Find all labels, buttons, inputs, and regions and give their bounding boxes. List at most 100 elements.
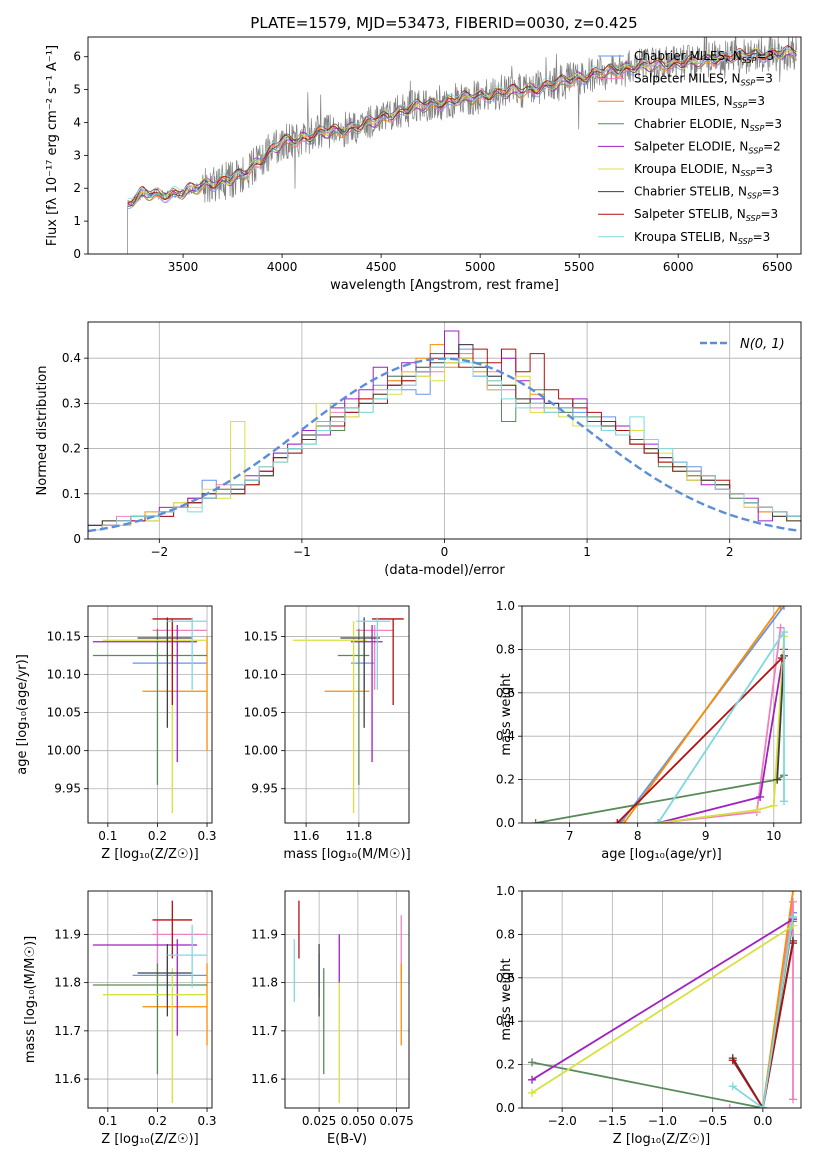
errorbar-point [142,963,208,1046]
mass-weight-line [623,606,782,823]
x-tick-label: 7 [566,829,574,843]
plus-marker [728,1082,737,1091]
legend-label-text: Kroupa STELIB, N [634,230,738,244]
plus-marker [788,1095,797,1104]
y-tick-label: 0.8 [496,927,515,941]
legend-subscript: SSP [748,146,763,155]
y-axis-label: Flux [fλ 10⁻¹⁷ erg cm⁻² s⁻¹ A⁻¹] [45,45,60,246]
model-spectrum-line [127,45,797,204]
legend-suffix: =3 [756,49,774,63]
axes-frame [521,890,802,1109]
mass-weight-line [531,918,794,1081]
y-axis-label: mass weight [499,673,514,755]
legend-label-text: Salpeter STELIB, N [634,207,746,221]
plot-area [88,322,801,539]
errorbar-point [356,617,391,690]
errorbar-point [132,953,208,998]
massweight-vs-metallicity-panel: −2.0 −1.5 −1.0 −0.5 0.0 0.0 0.2 0.4 0.6 0.8 1.0 Z [… [496,884,802,1147]
mass-weight-line [776,655,785,780]
legend-suffix: =3 [755,162,773,176]
plot-area [127,37,798,254]
legend-subscript: SSP [742,56,757,65]
y-tick-label: 10.15 [244,629,278,643]
legend-entry-label: N(0, 1) [740,337,785,352]
y-tick-label: 0.3 [62,396,81,410]
legend-entry-label: Kroupa MILES, NSSP=3 [634,94,765,110]
y-tick-label: 0.6 [496,971,515,985]
axes-frame [284,890,410,1109]
legend-subscript: SSP [741,79,756,88]
y-tick-label: 5 [73,83,81,97]
legend-suffix: =3 [753,230,771,244]
axes-frame [87,36,802,255]
legend-suffix: =3 [764,117,782,131]
y-tick-label: 0.2 [62,442,81,456]
x-axis-label: Z [log₁₀(Z/Z☉)] [101,847,198,862]
x-tick-label: −1.0 [648,1114,677,1128]
plus-marker [620,819,629,823]
y-tick-label: 11.7 [54,1024,81,1038]
x-tick-label: 4000 [267,260,298,274]
errorbar-point [167,924,208,988]
mass-weight-line [657,628,785,823]
y-tick-label: 1.0 [496,884,515,898]
legend-suffix: =3 [755,72,773,86]
errorbar-point [350,636,375,690]
errorbar-point [92,963,208,1075]
plus-marker [528,1058,537,1067]
age-vs-mass-panel: 11.6 11.8 9.95 10.00 10.05 10.10 10.15 mass [lo… [244,605,411,862]
model-spectrum-line [127,45,797,200]
legend-subscript: SSP [746,214,761,223]
x-tick-label: 9 [702,829,710,843]
errorbar-point [137,944,193,1017]
mass-vs-extinction-panel: 0.025 0.050 0.075 11.6 11.7 11.8 11.9 E(B-V) [251,890,414,1147]
x-tick-label: 1 [583,545,591,559]
mass-weight-line [732,916,794,1108]
x-tick-label: −0.5 [698,1114,727,1128]
errorbar-point [92,628,208,785]
plus-marker [531,819,540,823]
x-axis-label: E(B-V) [327,1132,367,1147]
x-axis-label: Z [log₁₀(Z/Z☉)] [613,1132,710,1147]
massweight-vs-age-panel: 7 8 9 10 0.0 0.2 0.4 0.6 0.8 1.0 age [log₁₀(age/yr… [496,599,802,862]
y-axis-label: Normed distribution [35,366,50,496]
y-tick-label: 0.8 [496,642,515,656]
x-tick-label: 11.8 [346,829,373,843]
spectrum-panel: 3500 4000 4500 5000 5500 6000 6500 0 1 2 3 4 5 6 wavel… [45,36,802,293]
plus-marker [779,797,788,806]
plus-marker [654,819,663,823]
y-tick-label: 11.8 [54,976,81,990]
axes-frame [87,890,213,1109]
x-tick-label: 0.050 [341,1114,375,1128]
plot-area [522,891,801,1108]
y-tick-label: 0.0 [496,1101,515,1115]
y-tick-label: 10.10 [47,668,81,682]
plus-marker [728,1056,737,1065]
legend-subscript: SSP [750,124,765,133]
legend-subscript: SSP [738,237,753,246]
legend-label-text: Salpeter MILES, N [634,72,741,86]
plus-marker [769,801,778,810]
legend-entry-label: Kroupa STELIB, NSSP=3 [634,230,770,246]
y-tick-label: 1 [73,214,81,228]
y-tick-label: 0 [73,247,81,261]
plus-marker [788,939,797,948]
x-tick-label: 0.075 [379,1114,413,1128]
x-tick-label: 0.2 [148,1114,167,1128]
y-tick-label: 0.6 [496,686,515,700]
mass-weight-line [657,636,785,823]
plus-marker [788,913,797,922]
x-tick-label: 0.2 [148,829,167,843]
x-axis-label: age [log₁₀(age/yr)] [601,847,722,862]
mass-vs-metallicity-panel: 0.1 0.2 0.3 11.6 11.7 11.8 11.9 Z [log₁₀(Z/Z☉)]… [23,890,217,1147]
x-tick-label: 0.0 [753,1114,772,1128]
y-tick-label: 2 [73,181,81,195]
y-tick-label: 11.6 [54,1072,81,1086]
errorbar-point [92,625,198,763]
errorbar-point [152,618,193,705]
y-tick-label: 10.05 [47,706,81,720]
x-tick-label: 4500 [366,260,397,274]
mass-weight-line [732,942,794,1108]
legend-label-text: Chabrier STELIB, N [634,185,747,199]
